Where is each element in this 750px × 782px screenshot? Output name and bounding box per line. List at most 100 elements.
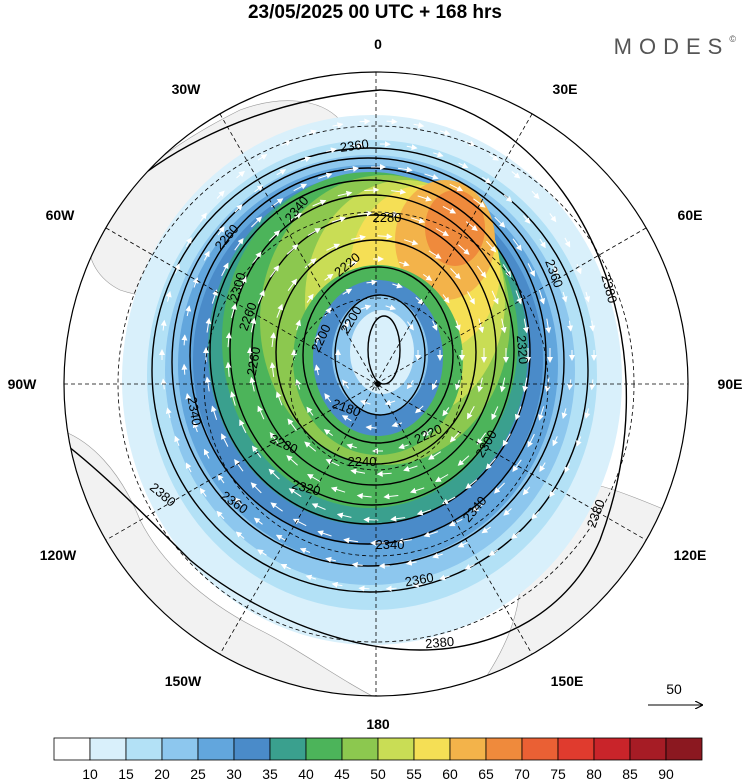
- wind-vector: [399, 260, 410, 267]
- wind-vector: [326, 243, 341, 251]
- wind-vector: [493, 482, 505, 494]
- wind-vector: [539, 462, 546, 472]
- wind-vector: [552, 264, 558, 275]
- wind-vector: [317, 530, 332, 537]
- wind-vector: [450, 268, 461, 280]
- wind-vector: [491, 406, 499, 421]
- wind-vector: [204, 376, 211, 392]
- wind-vectors: [159, 118, 597, 592]
- colorbar-swatch: [665, 737, 703, 761]
- wind-vector: [491, 290, 499, 305]
- wind-vector: [417, 195, 432, 202]
- wind-vector: [293, 183, 308, 192]
- wind-vector: [527, 263, 535, 277]
- wind-vector: [324, 393, 332, 403]
- contour-label: 2320: [290, 477, 322, 499]
- wind-vector: [467, 291, 475, 305]
- wind-vector: [174, 435, 180, 446]
- wind-vector: [325, 459, 340, 467]
- wind-vector: [386, 118, 398, 125]
- wind-vector: [357, 210, 373, 217]
- wind-vector: [406, 144, 418, 151]
- wind-vector: [383, 493, 399, 500]
- wind-vector: [295, 319, 302, 331]
- wind-vector: [281, 140, 292, 146]
- wind-vector: [307, 474, 321, 482]
- wind-vector: [485, 457, 496, 470]
- wind-vector: [251, 445, 262, 458]
- wind-vector: [268, 230, 281, 241]
- wind-vector: [531, 511, 540, 520]
- wind-vector: [476, 432, 487, 445]
- colorbar-tick-label: 75: [550, 766, 566, 782]
- wind-vector: [477, 377, 484, 393]
- colorbar-tick-label: 35: [262, 766, 278, 782]
- colorbar-swatch: [53, 737, 91, 761]
- wind-vector: [199, 487, 207, 497]
- wind-vector: [269, 265, 280, 278]
- wind-vector: [415, 297, 424, 305]
- wind-vector: [431, 320, 438, 331]
- wind-vector: [234, 237, 244, 251]
- wind-vector: [324, 307, 332, 317]
- colorbar-swatch: [413, 737, 451, 761]
- wind-vector: [522, 377, 529, 393]
- map-title: 23/05/2025 00 UTC + 168 hrs: [247, 2, 503, 23]
- wind-vector: [325, 556, 337, 563]
- wind-vector: [342, 288, 353, 295]
- wind-vector: [473, 198, 486, 208]
- wind-vector: [467, 405, 475, 420]
- wind-vector: [292, 518, 307, 527]
- colorbar-tick-label: 65: [478, 766, 494, 782]
- wind-vector: [236, 170, 245, 179]
- wind-vector: [549, 213, 557, 223]
- wind-vector: [482, 176, 492, 184]
- colorbar-swatch: [305, 737, 343, 761]
- brand-logo: MODES©: [614, 34, 736, 60]
- wind-vector: [331, 216, 347, 223]
- wind-vector: [221, 433, 229, 447]
- wind-vector: [225, 332, 232, 348]
- wind-vector: [257, 154, 268, 161]
- colorbar-tick-label: 45: [334, 766, 350, 782]
- wind-vector: [458, 162, 469, 169]
- wind-vector: [211, 289, 218, 304]
- wind-vector: [384, 210, 400, 217]
- wind-vector: [500, 318, 507, 334]
- wind-vector: [432, 552, 443, 559]
- reference-vector: 50: [648, 681, 702, 705]
- wind-vector: [465, 221, 478, 232]
- wind-vector: [413, 122, 425, 129]
- wind-vector: [270, 502, 283, 512]
- wind-vector: [454, 379, 461, 391]
- colorbar: 10 15 20 25 30 35 40 45 50 55 60 65 70 75 80 85 90: [53, 737, 703, 782]
- colorbar-swatch: [485, 737, 523, 761]
- wind-vector: [312, 199, 327, 207]
- wind-vector: [235, 531, 245, 539]
- wind-vector: [336, 512, 352, 519]
- wind-vector: [584, 408, 591, 419]
- wind-vector: [416, 509, 432, 516]
- wind-vector: [234, 458, 244, 472]
- wind-vector: [527, 433, 535, 448]
- wind-vector: [406, 321, 414, 331]
- wind-vector: [356, 493, 372, 500]
- colorbar-swatch: [161, 737, 199, 761]
- wind-vector: [502, 433, 511, 447]
- colorbar-tick-label: 90: [658, 766, 674, 782]
- wind-vector: [435, 474, 449, 482]
- wind-vector: [314, 333, 321, 345]
- wind-vector: [254, 185, 264, 193]
- wind-vector: [514, 406, 522, 421]
- wind-vector: [300, 156, 311, 163]
- wind-vector: [358, 585, 370, 592]
- wind-vector: [409, 487, 425, 494]
- wind-vector: [253, 517, 263, 525]
- wind-vector: [231, 303, 237, 319]
- wind-vector: [390, 515, 406, 522]
- wind-vector: [476, 265, 487, 279]
- wind-vector: [465, 140, 476, 146]
- wind-vector: [275, 534, 286, 541]
- wind-vector: [234, 204, 243, 213]
